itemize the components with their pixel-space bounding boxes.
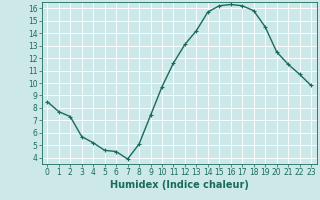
X-axis label: Humidex (Indice chaleur): Humidex (Indice chaleur) [110, 180, 249, 190]
